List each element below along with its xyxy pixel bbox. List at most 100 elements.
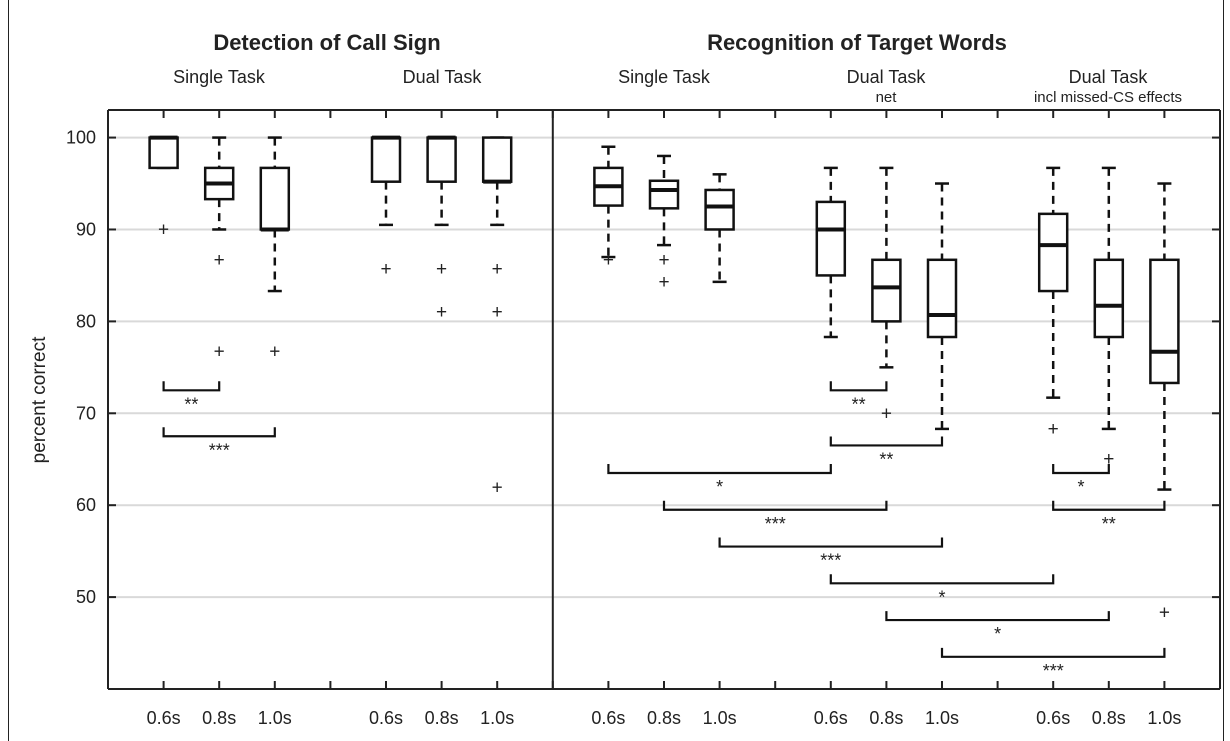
significance-label: ** (852, 394, 866, 414)
x-tick-label: 1.0s (703, 708, 737, 728)
box-rect (426, 136, 457, 183)
significance-bracket: * (607, 464, 832, 497)
significance-label: *** (820, 551, 841, 571)
title-detection: Detection of Call Sign (213, 30, 440, 55)
significance-bracket: *** (162, 427, 276, 460)
box-rect (648, 179, 680, 210)
outlier-marker: + (269, 342, 280, 363)
x-tick-label: 0.8s (869, 708, 903, 728)
box-rect (1149, 258, 1180, 385)
bracket-line (940, 647, 1166, 658)
subtitle-rec-dual-net: Dual Task (847, 67, 927, 87)
x-tick-label: 0.6s (814, 708, 848, 728)
boxes: +++ ++ ++++++ ++++++ (148, 135, 1180, 624)
box-rect (1037, 212, 1069, 293)
box-5: + (370, 135, 402, 280)
outlier-marker: + (436, 259, 447, 280)
y-tick-label: 50 (76, 587, 96, 607)
box-7: + + + (481, 136, 513, 499)
box-17: + (1037, 166, 1069, 440)
subtitle-det-dual: Dual Task (403, 67, 483, 87)
significance-bracket: *** (662, 500, 888, 534)
y-ticks: 50 60 70 80 90 100 (66, 128, 1220, 607)
box-rect (1093, 258, 1125, 339)
outlier-marker: + (1103, 449, 1114, 470)
significance-bracket: * (885, 611, 1110, 644)
significance-bracket: ** (829, 381, 888, 414)
subtitle-rec-dual-incl: Dual Task (1069, 67, 1149, 87)
bracket-line (718, 537, 944, 548)
box-rect (370, 136, 402, 183)
bracket-line (162, 427, 276, 438)
y-tick-label: 60 (76, 495, 96, 515)
x-tick-label: 0.6s (1036, 708, 1070, 728)
outlier-marker: + (380, 259, 391, 280)
significance-label: *** (765, 514, 786, 534)
box-2: ++ (203, 136, 235, 363)
bracket-line (607, 464, 832, 475)
bracket-line (829, 381, 888, 392)
significance-label: * (716, 477, 723, 497)
significance-brackets: ************************ (162, 381, 1166, 681)
title-recognition: Recognition of Target Words (707, 30, 1007, 55)
outlier-marker: + (214, 342, 225, 363)
box-rect (704, 188, 735, 231)
significance-bracket: * (829, 574, 1055, 607)
x-tick-label: 0.6s (591, 708, 625, 728)
bracket-line (829, 574, 1055, 585)
significance-label: ** (1102, 514, 1116, 534)
significance-bracket: ** (162, 381, 221, 414)
x-tick-label: 0.8s (425, 708, 459, 728)
box-10: ++ (648, 154, 680, 293)
box-rect (871, 258, 902, 323)
outlier-marker: + (658, 250, 669, 271)
y-tick-label: 70 (76, 403, 96, 423)
outlier-marker: + (492, 302, 503, 323)
box-1: + (148, 135, 179, 240)
x-ticks: 0.6s 0.8s 1.0s 0.6s 0.8s 1.0s 0.6s 0.8s 1.0s 0.6s… (147, 110, 1181, 728)
bracket-line (1052, 464, 1110, 475)
outlier-marker: + (492, 478, 503, 499)
y-axis-label: percent correct (29, 336, 50, 463)
box-rect (481, 136, 513, 183)
box-rect (815, 200, 847, 277)
outlier-marker: + (881, 403, 892, 424)
significance-bracket: *** (718, 537, 944, 571)
x-tick-label: 0.8s (647, 708, 681, 728)
box-rect (926, 258, 958, 339)
x-tick-label: 0.8s (202, 708, 236, 728)
box-6: ++ (426, 135, 457, 323)
bracket-line (662, 500, 888, 511)
bracket-line (829, 436, 944, 447)
box-15 (926, 182, 958, 431)
x-tick-label: 1.0s (1147, 708, 1181, 728)
outlier-marker: + (214, 250, 225, 271)
outlier-marker: + (603, 250, 614, 271)
x-tick-label: 1.0s (925, 708, 959, 728)
significance-label: * (1077, 477, 1084, 497)
outlier-marker: + (436, 302, 447, 323)
x-tick-label: 0.6s (369, 708, 403, 728)
figure-frame (8, 0, 1224, 741)
significance-bracket: ** (1052, 500, 1166, 534)
bracket-line (1052, 500, 1166, 511)
x-tick-label: 1.0s (258, 708, 292, 728)
box-11 (704, 173, 735, 284)
bracket-line (885, 611, 1110, 622)
box-rect (148, 136, 179, 170)
significance-bracket: * (1052, 464, 1110, 497)
significance-bracket: *** (940, 647, 1166, 681)
bracket-line (162, 381, 221, 392)
box-18: + (1093, 166, 1125, 470)
outlier-marker: + (492, 259, 503, 280)
box-14: + (871, 166, 902, 424)
significance-label: *** (209, 440, 230, 460)
significance-label: ** (184, 394, 198, 414)
x-tick-label: 1.0s (480, 708, 514, 728)
y-tick-label: 100 (66, 128, 96, 148)
subtitle-rec-single: Single Task (618, 67, 711, 87)
significance-label: *** (1043, 661, 1064, 681)
significance-label: * (938, 587, 945, 607)
box-19: + (1149, 182, 1180, 624)
significance-bracket: ** (829, 436, 944, 469)
